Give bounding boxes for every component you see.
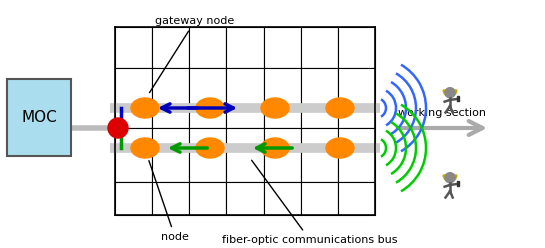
- Text: MOC: MOC: [21, 110, 57, 125]
- Ellipse shape: [196, 138, 224, 158]
- Bar: [115, 182, 152, 215]
- Bar: [226, 108, 264, 128]
- Ellipse shape: [131, 98, 159, 118]
- Text: gateway node: gateway node: [149, 16, 235, 93]
- Bar: [115, 108, 152, 128]
- Bar: [226, 182, 264, 215]
- Bar: [115, 148, 152, 182]
- Bar: [152, 148, 189, 182]
- Bar: [338, 27, 375, 67]
- FancyBboxPatch shape: [7, 79, 71, 156]
- Bar: [338, 108, 375, 128]
- Bar: [264, 182, 301, 215]
- Bar: [226, 67, 264, 108]
- Text: working section: working section: [398, 108, 487, 118]
- Circle shape: [445, 173, 455, 183]
- Bar: [264, 67, 301, 108]
- Ellipse shape: [196, 98, 224, 118]
- Bar: [338, 67, 375, 108]
- Bar: [301, 182, 338, 215]
- Wedge shape: [443, 90, 457, 97]
- Bar: [301, 67, 338, 108]
- Bar: [301, 108, 338, 128]
- Wedge shape: [443, 175, 457, 182]
- Bar: [152, 108, 189, 128]
- Bar: [264, 128, 301, 148]
- Bar: [338, 148, 375, 182]
- Bar: [189, 148, 226, 182]
- Bar: [189, 67, 226, 108]
- Ellipse shape: [261, 138, 289, 158]
- Circle shape: [108, 118, 128, 138]
- Ellipse shape: [326, 138, 354, 158]
- Bar: [457, 96, 459, 101]
- Text: fiber-optic communications bus: fiber-optic communications bus: [222, 160, 398, 245]
- Ellipse shape: [131, 138, 159, 158]
- Bar: [264, 148, 301, 182]
- Bar: [152, 67, 189, 108]
- Bar: [115, 128, 152, 148]
- Bar: [115, 67, 152, 108]
- Bar: [189, 27, 226, 67]
- Bar: [301, 27, 338, 67]
- Bar: [338, 128, 375, 148]
- Bar: [152, 128, 189, 148]
- Bar: [115, 27, 152, 67]
- Ellipse shape: [326, 98, 354, 118]
- Bar: [152, 27, 189, 67]
- Bar: [457, 181, 459, 186]
- Ellipse shape: [261, 98, 289, 118]
- Bar: [189, 182, 226, 215]
- Bar: [189, 108, 226, 128]
- Bar: [264, 108, 301, 128]
- Text: node: node: [149, 161, 189, 242]
- Circle shape: [445, 88, 455, 98]
- Bar: [226, 27, 264, 67]
- Bar: [338, 182, 375, 215]
- Bar: [301, 148, 338, 182]
- Bar: [152, 182, 189, 215]
- Bar: [264, 27, 301, 67]
- Bar: [189, 128, 226, 148]
- Bar: [226, 128, 264, 148]
- Bar: [301, 128, 338, 148]
- Bar: [226, 148, 264, 182]
